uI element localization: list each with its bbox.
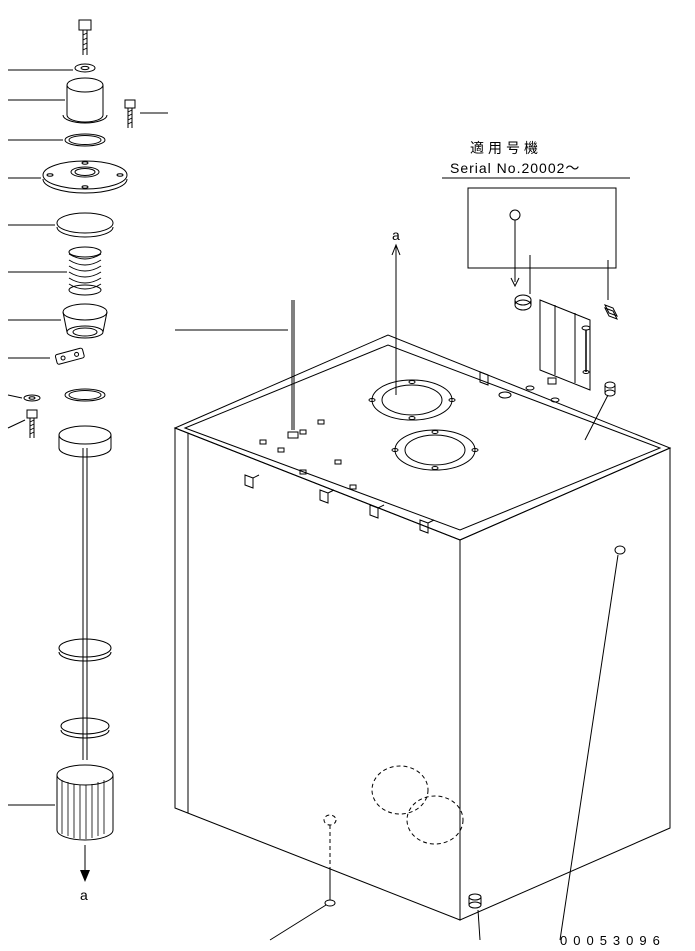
part-side-bolt-2: [27, 410, 37, 438]
diagram-canvas: 適用号機 Serial No.20002～: [0, 0, 695, 951]
hidden-ports: [324, 766, 463, 870]
right-plate-assembly: [515, 295, 617, 396]
part-o-ring-2: [65, 389, 105, 401]
callout-leaders: [8, 70, 618, 940]
part-bolt-top: [79, 20, 91, 55]
label-a-bottom: a: [80, 887, 88, 903]
part-rod: [83, 448, 87, 760]
part-spring: [69, 247, 101, 295]
thin-rod: [288, 300, 298, 438]
header-box: 適用号機 Serial No.20002～: [442, 140, 630, 286]
main-tank: a: [175, 227, 670, 920]
rod-a-into-tank: a: [392, 227, 400, 395]
part-cup-seat: [63, 304, 107, 338]
lower-left-plug: [325, 870, 335, 906]
footer-id: 00053096: [560, 933, 666, 948]
exploded-stack: a: [24, 20, 135, 903]
part-washer-top: [75, 64, 95, 72]
part-upper-disc: [59, 426, 111, 457]
part-o-ring-1: [65, 134, 105, 146]
part-flange-plate: [43, 161, 127, 193]
part-tab-plate: [55, 348, 85, 365]
label-a-top: a: [392, 227, 400, 243]
bottom-arrow: a: [80, 845, 90, 903]
tank-opening-2: [392, 430, 478, 470]
part-filter-cyl: [57, 765, 113, 840]
part-cap-cylinder: [63, 78, 107, 123]
part-side-washer: [24, 395, 40, 401]
part-mid-disc: [59, 639, 111, 661]
part-side-bolt-1: [125, 100, 135, 128]
header-jp-text: 適用号機: [470, 140, 542, 156]
drain-bolt: [469, 894, 481, 908]
header-en-text: Serial No.20002～: [450, 160, 580, 176]
part-lower-disc: [61, 718, 109, 738]
part-disc: [57, 213, 113, 237]
tank-opening-1: [369, 380, 455, 420]
